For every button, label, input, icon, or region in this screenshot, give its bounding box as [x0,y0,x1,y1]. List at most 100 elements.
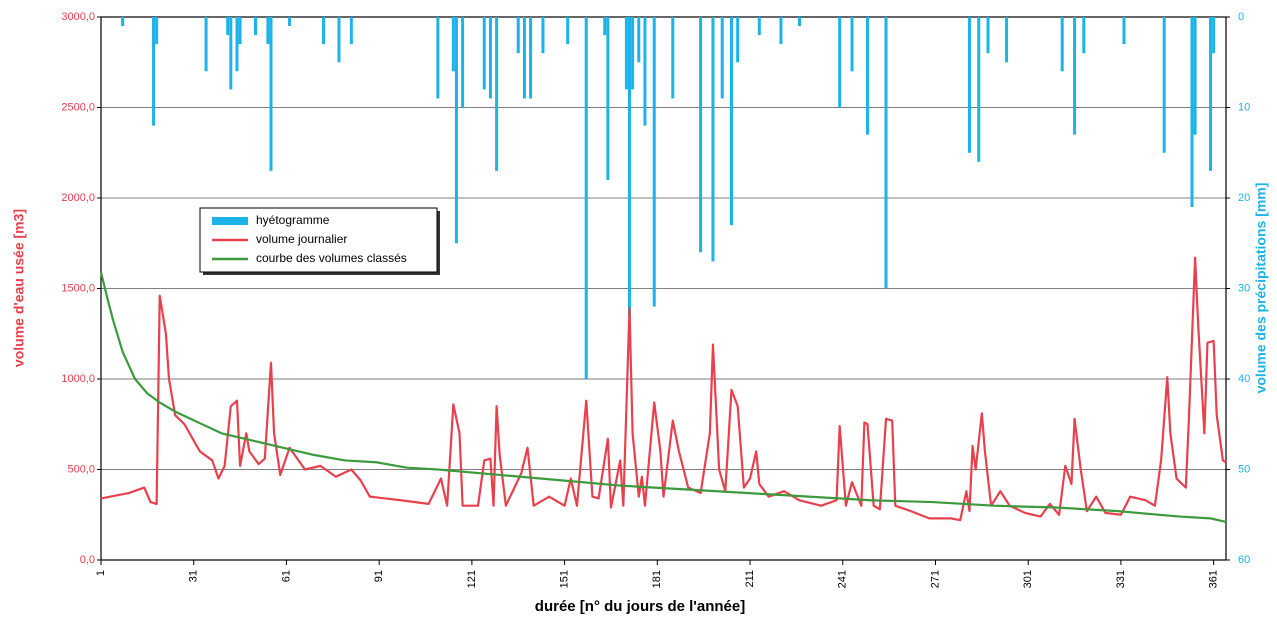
rain-bar [606,17,610,180]
rain-bar [729,17,733,226]
x-axis-label: durée [n° du jours de l'année] [535,598,745,615]
plot-frame [100,16,1227,561]
rain-bar [637,17,641,63]
rain-bar [1005,17,1009,63]
rain-bar [235,17,239,72]
y-tick-label: 0,0 [80,554,95,566]
rain-bar [699,17,703,253]
y-tick-label: 1500,0 [61,282,95,294]
y-axis-label: volume d'eau usée [m3] [11,209,27,367]
rain-bar [584,17,588,379]
rain-bar [152,17,156,126]
x-tick-label: 181 [651,570,663,588]
x-tick-label: 61 [280,570,292,582]
legend-label: courbe des volumes classés [256,251,407,265]
rain-bar [1073,17,1077,135]
rain-bar [541,17,545,54]
line [100,256,1227,522]
legend-label: volume journalier [256,232,347,246]
y2-tick-label: 40 [1238,373,1250,385]
rain-bar [522,17,526,99]
rain-bar [121,17,125,27]
rain-bar [624,17,628,90]
rain-bar [482,17,486,90]
x-tick-label: 241 [837,570,849,588]
rain-bar [1212,17,1216,54]
rain-bar [720,17,724,99]
y2-axis-label: volume des précipitations [mm] [1253,183,1269,394]
x-tick-label: 151 [559,570,571,588]
rain-bar [1190,17,1194,208]
y2-tick-label: 10 [1238,101,1250,113]
rain-bar [529,17,533,99]
legend-swatch [212,217,248,225]
rain-bar [454,17,458,244]
line [99,271,1227,524]
rain-bar [865,17,869,135]
rain-bar [671,17,675,99]
rain-bar [1162,17,1166,153]
rain-bar [977,17,981,162]
rain-bar [461,17,465,108]
x-tick-label: 361 [1208,570,1220,588]
rain-bar [757,17,761,36]
rain-bar [226,17,230,36]
y2-tick-label: 50 [1238,463,1250,475]
rain-bar [495,17,499,171]
rain-bar [652,17,656,307]
rain-bar [566,17,570,45]
rain-bar [986,17,990,54]
rain-bar [884,17,888,289]
rain-bar [488,17,492,99]
rain-bar [204,17,208,72]
y2-tick-label: 0 [1238,11,1244,23]
rain-bar [1082,17,1086,54]
y2-tick-label: 20 [1238,192,1250,204]
rain-bar [838,17,842,108]
rain-bar [1193,17,1197,135]
x-tick-label: 331 [1115,570,1127,588]
rain-bar [643,17,647,126]
rain-bar [1060,17,1064,72]
rain-bar [238,17,242,45]
x-tick-label: 271 [929,570,941,588]
rain-bar [1209,17,1213,171]
rain-bar [779,17,783,45]
y-tick-label: 1000,0 [61,373,95,385]
x-tick-label: 301 [1022,570,1034,588]
y-tick-label: 2000,0 [61,192,95,204]
rain-bar [254,17,258,36]
x-tick-label: 91 [373,570,385,582]
rain-bar [155,17,159,45]
x-tick-label: 121 [466,570,478,588]
rain-bar [436,17,440,99]
rain-bar [1122,17,1126,45]
rain-bar [967,17,971,153]
rain-bar [288,17,292,27]
y-tick-label: 2500,0 [61,101,95,113]
rain-bar [736,17,740,63]
rain-bar [711,17,715,262]
rain-bar [229,17,233,90]
y-tick-label: 3000,0 [61,11,95,23]
rain-bar [603,17,607,36]
rain-bar [266,17,270,45]
rain-bar [322,17,326,45]
legend-label: hyétogramme [256,213,330,227]
rain-bar [269,17,273,171]
x-tick-label: 211 [744,570,756,588]
y-tick-label: 500,0 [67,463,95,475]
rain-bar [631,17,635,90]
rain-bar [628,17,632,316]
rain-bar [349,17,353,45]
rain-bar [797,17,801,27]
x-tick-label: 1 [95,570,107,576]
rain-bar [451,17,455,72]
x-tick-label: 31 [188,570,200,582]
rain-bar [337,17,341,63]
y2-tick-label: 30 [1238,282,1250,294]
y2-tick-label: 60 [1238,554,1250,566]
rain-bar [850,17,854,72]
rain-bar [516,17,520,54]
